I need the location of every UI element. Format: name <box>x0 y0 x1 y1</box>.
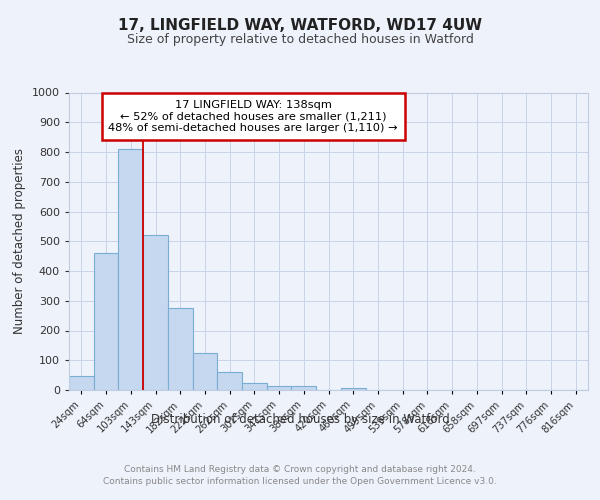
Bar <box>69 376 94 390</box>
Y-axis label: Number of detached properties: Number of detached properties <box>13 148 26 334</box>
Bar <box>94 252 118 390</box>
Bar <box>292 386 316 390</box>
Text: 17, LINGFIELD WAY, WATFORD, WD17 4UW: 17, LINGFIELD WAY, WATFORD, WD17 4UW <box>118 18 482 32</box>
Text: Size of property relative to detached houses in Watford: Size of property relative to detached ho… <box>127 32 473 46</box>
Bar <box>118 149 143 390</box>
Bar <box>267 386 292 390</box>
Bar <box>193 353 217 390</box>
Text: Contains HM Land Registry data © Crown copyright and database right 2024.: Contains HM Land Registry data © Crown c… <box>124 465 476 474</box>
Bar <box>242 382 267 390</box>
Text: 17 LINGFIELD WAY: 138sqm
← 52% of detached houses are smaller (1,211)
48% of sem: 17 LINGFIELD WAY: 138sqm ← 52% of detach… <box>109 100 398 133</box>
Bar <box>143 236 168 390</box>
Text: Distribution of detached houses by size in Watford: Distribution of detached houses by size … <box>151 412 449 426</box>
Text: Contains public sector information licensed under the Open Government Licence v3: Contains public sector information licen… <box>103 478 497 486</box>
Bar <box>217 372 242 390</box>
Bar <box>341 388 365 390</box>
Bar <box>168 308 193 390</box>
